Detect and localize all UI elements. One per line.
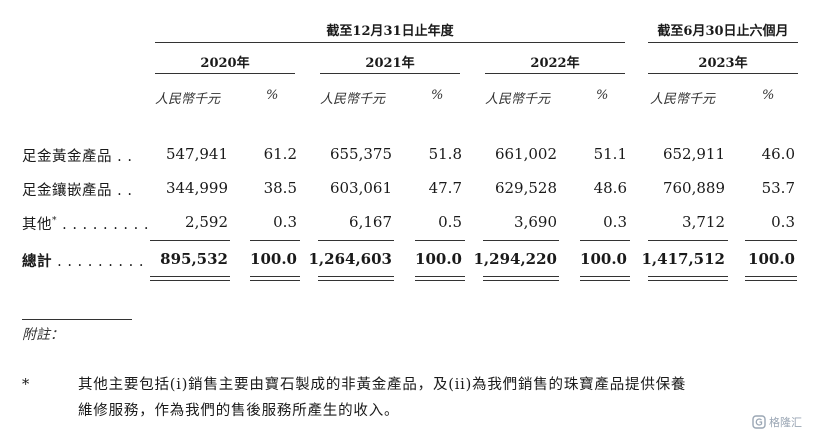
year-rule-2021 — [320, 73, 460, 74]
table-cell: 0.3 — [273, 213, 297, 231]
unit-label-2023: 人民幣千元 — [650, 92, 716, 107]
sum-rule — [318, 240, 394, 241]
year-rule-2020 — [155, 73, 295, 74]
double-rule — [250, 276, 300, 281]
percent-label-2021: % — [431, 88, 444, 103]
table-cell: 46.0 — [761, 145, 795, 163]
double-rule — [318, 276, 394, 281]
sum-rule — [580, 240, 630, 241]
year-header-2023: 2023年 — [698, 56, 748, 71]
period-header-annual: 截至12月31日止年度 — [326, 24, 454, 39]
table-cell: 655,375 — [329, 145, 392, 163]
total-cell: 895,532 — [160, 250, 228, 268]
table-cell: 48.6 — [593, 179, 627, 197]
table-cell: 0.3 — [771, 213, 795, 231]
double-rule — [745, 276, 797, 281]
table-cell: 2,592 — [185, 213, 228, 231]
table-cell: 3,690 — [514, 213, 557, 231]
table-cell: 0.5 — [438, 213, 462, 231]
year-rule-2022 — [485, 73, 625, 74]
row-label-others: 其他* . . . . . . . . . — [22, 216, 149, 233]
year-header-2022: 2022年 — [530, 56, 580, 71]
total-cell: 1,417,512 — [641, 250, 725, 268]
year-header-2020: 2020年 — [200, 56, 250, 71]
table-cell: 344,999 — [165, 179, 228, 197]
watermark: 格隆汇 — [752, 413, 824, 431]
sum-rule — [483, 240, 559, 241]
table-cell: 51.8 — [428, 145, 462, 163]
percent-label-2020: % — [266, 88, 279, 103]
period-rule-interim — [648, 42, 798, 43]
total-cell: 100.0 — [748, 250, 795, 268]
table-cell: 6,167 — [349, 213, 392, 231]
double-rule — [415, 276, 465, 281]
percent-label-2022: % — [596, 88, 609, 103]
table-cell: 38.5 — [263, 179, 297, 197]
year-header-2021: 2021年 — [365, 56, 415, 71]
total-cell: 100.0 — [415, 250, 462, 268]
sum-rule — [150, 240, 230, 241]
sum-rule — [415, 240, 465, 241]
percent-label-2023: % — [762, 88, 775, 103]
unit-label-2020: 人民幣千元 — [155, 92, 221, 107]
double-rule — [648, 276, 728, 281]
table-cell: 53.7 — [761, 179, 795, 197]
total-cell: 100.0 — [580, 250, 627, 268]
table-cell: 3,712 — [682, 213, 725, 231]
double-rule — [483, 276, 559, 281]
period-header-interim: 截至6月30日止六個月 — [657, 24, 789, 39]
table-cell: 547,941 — [165, 145, 228, 163]
period-rule-annual — [155, 42, 625, 43]
table-cell: 661,002 — [494, 145, 557, 163]
unit-label-2021: 人民幣千元 — [320, 92, 386, 107]
total-cell: 1,264,603 — [308, 250, 392, 268]
note-line-1: 其他主要包括(i)銷售主要由寶石製成的非黃金產品，及(ii)為我們銷售的珠寶產品… — [78, 377, 687, 393]
double-rule — [580, 276, 630, 281]
table-cell: 51.1 — [593, 145, 627, 163]
footnote-marker: * — [52, 216, 57, 227]
table-cell: 61.2 — [263, 145, 297, 163]
total-cell: 100.0 — [250, 250, 297, 268]
gelonghui-logo-icon — [752, 415, 766, 429]
watermark-text: 格隆汇 — [769, 416, 802, 429]
row-label-gold-products: 足金黃金產品 . . — [22, 149, 133, 165]
sum-rule — [745, 240, 797, 241]
total-cell: 1,294,220 — [473, 250, 557, 268]
notes-separator — [22, 319, 132, 320]
unit-label-2022: 人民幣千元 — [485, 92, 551, 107]
note-marker: * — [22, 377, 31, 393]
notes-heading: 附註： — [22, 327, 64, 343]
table-cell: 652,911 — [662, 145, 725, 163]
table-cell: 760,889 — [662, 179, 725, 197]
year-rule-2023 — [648, 73, 798, 74]
note-line-2: 維修服務，作為我們的售後服務所產生的收入。 — [78, 403, 400, 419]
table-cell: 47.7 — [428, 179, 462, 197]
table-cell: 0.3 — [603, 213, 627, 231]
row-label-total: 總計 . . . . . . . . . — [22, 253, 144, 270]
sum-rule — [250, 240, 300, 241]
table-cell: 629,528 — [494, 179, 557, 197]
double-rule — [150, 276, 230, 281]
table-cell: 603,061 — [329, 179, 392, 197]
row-label-inlaid-products: 足金鑲嵌產品 . . — [22, 183, 133, 199]
sum-rule — [648, 240, 728, 241]
